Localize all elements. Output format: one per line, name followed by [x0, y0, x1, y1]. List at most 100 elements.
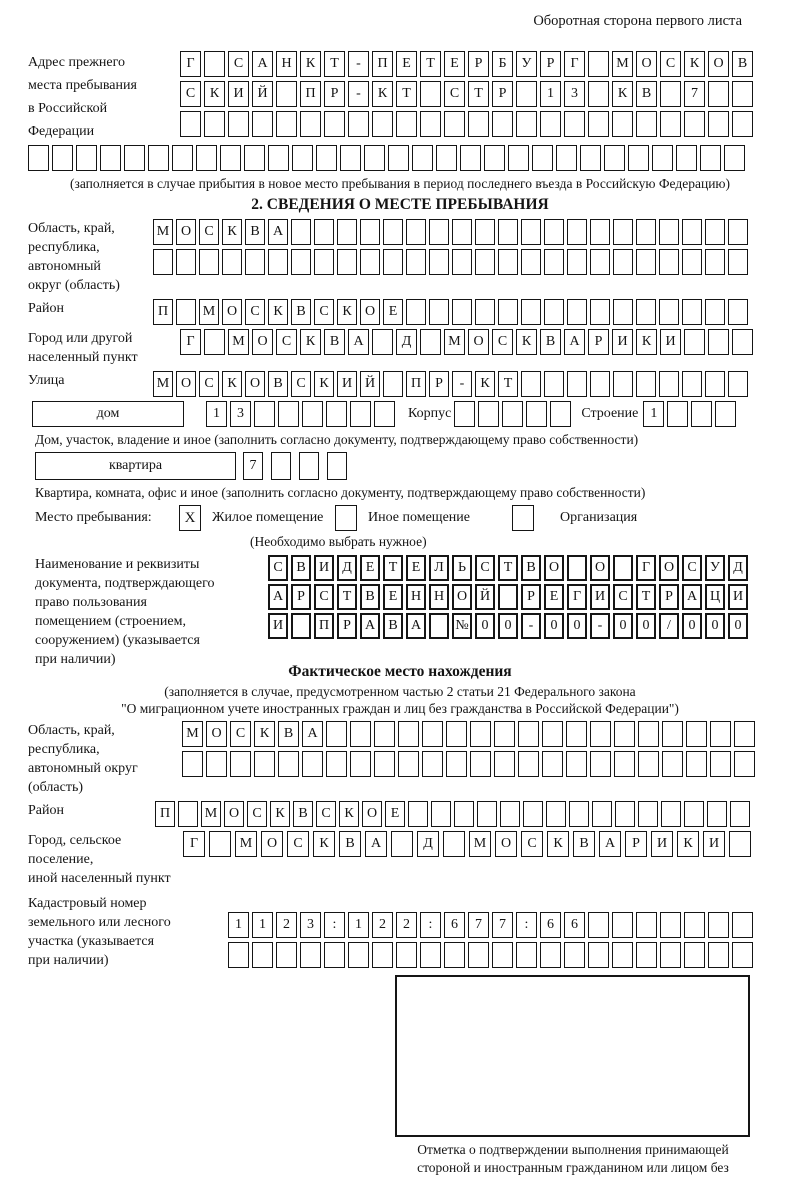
char-cell: [708, 912, 729, 938]
char-cell: [500, 801, 520, 827]
char-cell: [567, 371, 587, 397]
char-cell: [100, 145, 121, 171]
char-cell: О: [468, 329, 489, 355]
char-cell: О: [659, 555, 679, 581]
char-cell: Н: [429, 584, 449, 610]
char-cell: [661, 801, 681, 827]
char-cell: [429, 613, 449, 639]
char-cell: В: [521, 555, 541, 581]
char-cell: [705, 219, 725, 245]
char-cell: М: [612, 51, 633, 77]
char-cell: [508, 145, 529, 171]
char-cell: [429, 249, 449, 275]
char-cell: [526, 401, 548, 427]
char-cell: [691, 401, 713, 427]
char-cell: Г: [564, 51, 585, 77]
char-cell: [667, 401, 689, 427]
char-cell: [590, 371, 610, 397]
char-cell: [612, 942, 633, 968]
char-cell: 0: [475, 613, 495, 639]
stamp-box: [395, 975, 750, 1137]
char-cell: [567, 249, 587, 275]
char-cell: [590, 219, 610, 245]
char-cell: 6: [444, 912, 465, 938]
char-cell: Н: [276, 51, 297, 77]
char-cell: [124, 145, 145, 171]
apartment-number-cells: 7: [243, 452, 347, 480]
char-cell: С: [287, 831, 309, 857]
char-cell: К: [339, 801, 359, 827]
char-cell: 0: [682, 613, 702, 639]
char-cell: В: [291, 299, 311, 325]
char-cell: [544, 371, 564, 397]
char-cell: [521, 371, 541, 397]
char-cell: -: [348, 51, 369, 77]
char-cell: [550, 401, 572, 427]
char-cell: [708, 111, 729, 137]
char-cell: [76, 145, 97, 171]
char-cell: [182, 751, 203, 777]
char-cell: [615, 801, 635, 827]
char-cell: [204, 111, 225, 137]
char-cell: [734, 751, 755, 777]
char-cell: [498, 584, 518, 610]
char-cell: Т: [468, 81, 489, 107]
char-cell: О: [224, 801, 244, 827]
char-cell: Й: [252, 81, 273, 107]
option-label-residential: Жилое помещение: [212, 510, 324, 525]
char-cell: И: [590, 584, 610, 610]
char-cell: [546, 801, 566, 827]
char-cell: К: [268, 299, 288, 325]
house-type-box: дом: [32, 401, 184, 427]
char-cell: Е: [360, 555, 380, 581]
city-label: Город или другой населенный пункт: [28, 331, 138, 365]
char-cell: Ц: [705, 584, 725, 610]
char-cell: 7: [468, 912, 489, 938]
char-cell: 7: [492, 912, 513, 938]
char-cell: [228, 942, 249, 968]
char-cell: [454, 401, 476, 427]
char-cell: [364, 145, 385, 171]
char-cell: 0: [705, 613, 725, 639]
cadastral-block: Кадастровый номер земельного или лесного…: [28, 894, 800, 970]
char-cell: [337, 219, 357, 245]
char-cell: [682, 299, 702, 325]
char-cell: С: [228, 51, 249, 77]
char-cell: [398, 721, 419, 747]
char-cell: О: [708, 51, 729, 77]
char-cell: [180, 111, 201, 137]
char-cell: -: [521, 613, 541, 639]
char-cell: [556, 145, 577, 171]
char-cell: [588, 81, 609, 107]
char-cell: [268, 249, 288, 275]
char-cell: С: [660, 51, 681, 77]
char-cell: [372, 942, 393, 968]
char-cell: [705, 371, 725, 397]
char-cell: В: [324, 329, 345, 355]
char-cell: [707, 801, 727, 827]
char-cell: 1: [540, 81, 561, 107]
char-cell: Н: [406, 584, 426, 610]
char-cell: [406, 219, 426, 245]
char-cell: [178, 801, 198, 827]
char-cell: [521, 299, 541, 325]
char-cell: [383, 371, 403, 397]
char-cell: [521, 249, 541, 275]
prev-address-row4-wrap: [28, 145, 800, 171]
char-cell: [348, 942, 369, 968]
char-cell: [564, 111, 585, 137]
house-note: Дом, участок, владение и иное (заполнить…: [35, 432, 639, 447]
char-cell: 0: [613, 613, 633, 639]
region-label: Область, край, республика, автономный ок…: [28, 221, 120, 293]
char-cell: О: [222, 299, 242, 325]
char-cell: [327, 452, 347, 480]
char-cell: Г: [183, 831, 205, 857]
stroenie-cells: 1: [643, 401, 737, 427]
char-cell: [228, 111, 249, 137]
char-cell: [729, 831, 751, 857]
char-cell: [302, 751, 323, 777]
char-cell: [498, 219, 518, 245]
